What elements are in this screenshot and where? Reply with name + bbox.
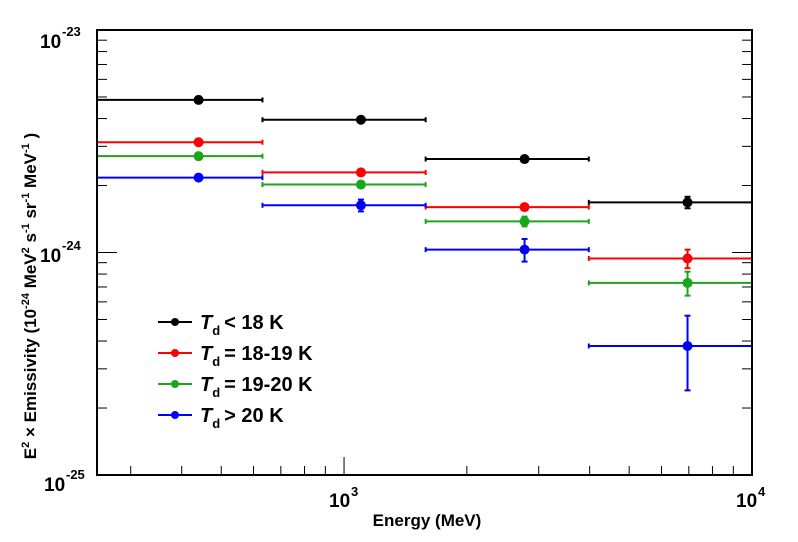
series-3 — [96, 172, 753, 392]
x-axis-title: Energy (MeV) — [373, 511, 482, 530]
svg-text:10: 10 — [40, 246, 61, 267]
data-point — [355, 167, 366, 178]
svg-text:-25: -25 — [66, 467, 85, 482]
series-1 — [96, 137, 753, 270]
data-point — [519, 216, 530, 227]
y-tick-label-1e-25: 10 -25 — [44, 467, 85, 496]
legend-entry-19-20: Td = 19-20 K — [158, 374, 313, 400]
data-point — [355, 114, 366, 125]
svg-text:10: 10 — [736, 491, 757, 512]
y-tick-label-1e-24: 10 -24 — [40, 238, 82, 267]
data-point — [193, 172, 204, 183]
series-layer — [96, 94, 753, 392]
y-tick-label-1e-23: 10 -23 — [40, 24, 81, 53]
data-point — [519, 154, 530, 165]
data-point — [355, 179, 366, 190]
svg-text:Td< 18 K: Td < 18 K — [200, 312, 284, 338]
data-point — [682, 197, 693, 208]
data-point — [355, 200, 366, 211]
series-2 — [96, 151, 753, 297]
data-point — [193, 151, 204, 162]
legend: Td < 18 K Td = 18-19 K Td = 19-20 K Td > 20 … — [158, 312, 313, 431]
svg-text:-23: -23 — [62, 24, 81, 39]
legend-entry-gt20: Td > 20 K — [158, 405, 284, 431]
series-0 — [96, 94, 753, 210]
data-point — [519, 244, 530, 255]
y-axis-title: E2 × Emissivity (10-24 MeV2 s-1 sr-1 MeV… — [20, 133, 40, 459]
svg-text:-24: -24 — [62, 238, 82, 253]
x-tick-label-1e3: 10 3 — [329, 484, 358, 512]
svg-text:4: 4 — [758, 484, 766, 499]
data-point — [682, 340, 693, 351]
svg-text:Td> 20 K: Td > 20 K — [200, 405, 284, 431]
legend-entry-lt18: Td < 18 K — [158, 312, 284, 338]
data-point — [519, 202, 530, 213]
svg-text:Td= 18-19 K: Td = 18-19 K — [200, 343, 313, 369]
svg-text:10: 10 — [329, 491, 350, 512]
legend-entry-18-19: Td = 18-19 K — [158, 343, 313, 369]
x-tick-label-1e4: 10 4 — [736, 484, 766, 512]
plot-frame — [96, 29, 753, 476]
svg-text:10: 10 — [40, 32, 61, 53]
data-point — [682, 277, 693, 288]
data-point — [193, 94, 204, 105]
svg-text:10: 10 — [44, 475, 65, 496]
svg-text:Td= 19-20 K: Td = 19-20 K — [200, 374, 313, 400]
data-point — [193, 137, 204, 148]
data-point — [682, 253, 693, 264]
svg-text:3: 3 — [351, 484, 358, 499]
